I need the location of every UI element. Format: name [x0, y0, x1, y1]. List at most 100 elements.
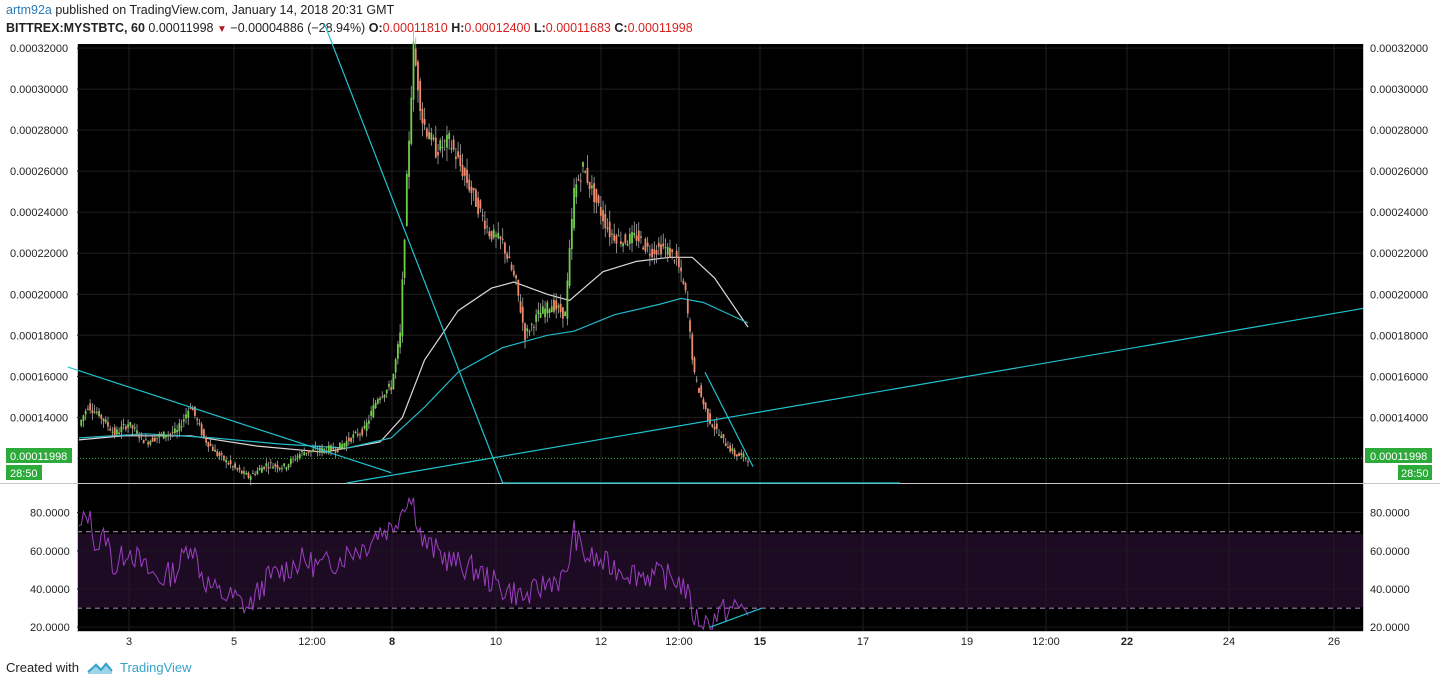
- rsi-tick-left: 20.0000: [30, 622, 70, 634]
- candle-body: [356, 433, 359, 436]
- candle-body: [635, 235, 638, 241]
- candle-body: [189, 408, 192, 410]
- candle-body: [704, 402, 707, 410]
- candle-body: [644, 238, 647, 252]
- candle-body: [113, 427, 116, 436]
- candle-body: [593, 183, 596, 203]
- candle-body: [537, 310, 540, 315]
- candle-body: [298, 454, 301, 459]
- price-tick-right: 0.00028000: [1370, 125, 1428, 137]
- candle-body: [501, 238, 504, 240]
- candle-body: [169, 433, 172, 435]
- candle-body: [162, 431, 165, 439]
- candle-body: [339, 442, 341, 450]
- candle-body: [87, 408, 89, 410]
- candle-body: [666, 247, 669, 255]
- candle-body: [138, 436, 141, 438]
- rsi-series-line: [78, 496, 749, 631]
- close-label: C:: [614, 21, 628, 35]
- price-pane-bg[interactable]: [77, 44, 1363, 483]
- candle-body: [684, 283, 687, 291]
- candle-body: [608, 221, 611, 238]
- candle-body: [702, 399, 705, 405]
- rsi-axis[interactable]: 80.0000 80.0000 60.0000 60.0000 40.0000 40.00…: [30, 508, 1410, 635]
- candle-body: [657, 242, 660, 247]
- candle-body: [680, 267, 682, 272]
- candle-body: [722, 434, 725, 438]
- candle-body: [744, 457, 747, 459]
- created-with-text: Created with: [6, 660, 79, 675]
- price-tick-left: 0.00026000: [10, 166, 68, 178]
- candle-body: [577, 179, 580, 181]
- candle-body: [544, 308, 546, 318]
- rsi-band: [77, 534, 1363, 607]
- candle-body: [539, 312, 542, 318]
- trendlines[interactable]: [67, 23, 1364, 484]
- time-tick: 19: [961, 636, 973, 648]
- high-value: 0.00012400: [464, 21, 531, 35]
- trendline: [704, 371, 754, 467]
- candle-body: [260, 467, 263, 473]
- candle-body: [147, 442, 150, 445]
- time-tick: 8: [389, 636, 395, 648]
- author-link[interactable]: artm92a: [6, 3, 52, 17]
- candle-body: [414, 48, 417, 66]
- time-tick: 26: [1328, 636, 1340, 648]
- candle-body: [180, 426, 183, 428]
- candle-body: [682, 280, 685, 284]
- candle-body: [191, 407, 194, 411]
- close-value: 0.00011998: [627, 21, 693, 35]
- candle-body: [675, 250, 678, 258]
- candle-body: [301, 450, 303, 452]
- candle-body: [396, 344, 399, 359]
- price-tick-left: 0.00032000: [10, 43, 68, 55]
- candle-body: [550, 306, 553, 313]
- candle-body: [437, 152, 439, 156]
- rsi-tick-right: 80.0000: [1370, 508, 1410, 520]
- candle-body: [167, 434, 170, 436]
- candle-body: [82, 415, 85, 421]
- candle-body: [160, 434, 163, 436]
- time-tick: 12: [595, 636, 607, 648]
- candle-body: [405, 173, 408, 226]
- candle-body: [519, 301, 522, 313]
- footer: Created with TradingView: [6, 660, 192, 675]
- candle-body: [303, 452, 306, 456]
- candle-body: [131, 425, 134, 429]
- candle-body: [281, 468, 283, 470]
- candle-body: [198, 423, 201, 425]
- candle-body: [283, 463, 286, 467]
- price-change: −0.00004886 (−28.94%): [230, 21, 366, 35]
- candle-body: [530, 323, 533, 325]
- time-axis[interactable]: 3 5 12:00 8 10 12 12:00 15 17 19 12:00 22 24 26: [126, 636, 1340, 648]
- candle-body: [457, 151, 459, 158]
- candle-body: [595, 188, 598, 203]
- time-tick: 22: [1121, 636, 1133, 648]
- candle-body: [640, 236, 642, 238]
- trendline: [67, 366, 392, 474]
- candle-body: [118, 432, 121, 434]
- ohlc-legend: BITTREX:MYSTBTC, 60 0.00011998 ▼ −0.0000…: [6, 21, 693, 35]
- candle-body: [510, 264, 513, 270]
- candle-body: [194, 406, 196, 416]
- candle-body: [399, 332, 402, 348]
- price-axis[interactable]: 0.00032000 0.00032000 0.00030000 0.00030000…: [10, 43, 1428, 424]
- candle-body: [156, 437, 158, 439]
- price-tick-left: 0.00030000: [10, 84, 68, 96]
- candle-body: [392, 373, 395, 389]
- candle-body: [403, 239, 406, 278]
- candle-body: [606, 227, 609, 230]
- candle-body: [582, 162, 584, 167]
- tradingview-link[interactable]: TradingView: [120, 660, 192, 675]
- candle-body: [706, 408, 709, 421]
- candle-body: [584, 171, 587, 173]
- candle-body: [151, 437, 154, 442]
- candle-body: [307, 450, 310, 453]
- candle-body: [495, 234, 497, 237]
- candle-body: [579, 180, 582, 182]
- candle-body: [84, 410, 87, 415]
- candle-body: [546, 302, 549, 314]
- candle-body: [370, 411, 373, 416]
- rsi-line: [78, 496, 763, 631]
